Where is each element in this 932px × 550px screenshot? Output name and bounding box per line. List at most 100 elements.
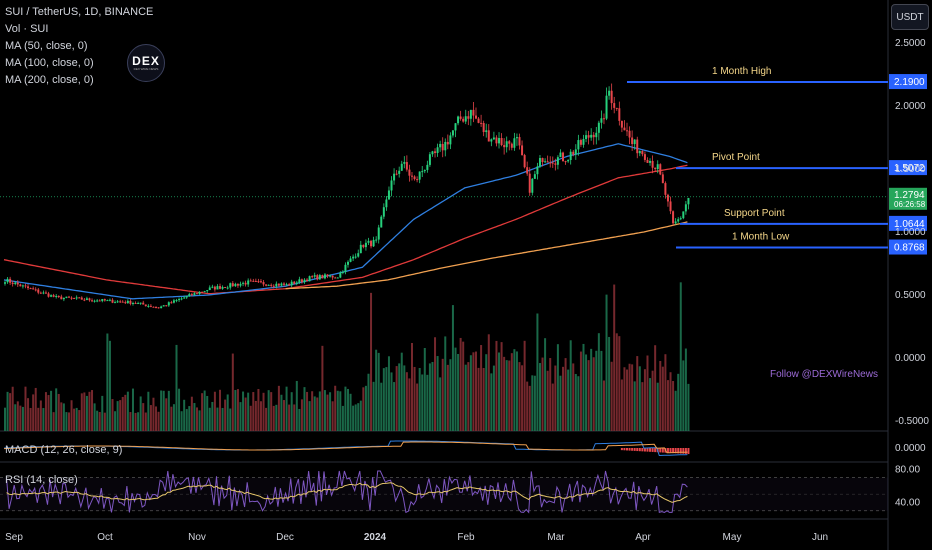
volume-bar: [101, 395, 104, 431]
volume-bar: [137, 412, 140, 431]
candle-body: [467, 116, 470, 119]
volume-bar: [357, 403, 360, 431]
candle-body: [149, 305, 152, 307]
price-tick: 2.0000: [895, 101, 926, 112]
volume-bar: [39, 400, 42, 431]
volume-bar: [421, 374, 424, 431]
volume-bar: [623, 367, 626, 431]
volume-bar: [538, 363, 541, 431]
candle-body: [551, 162, 554, 164]
volume-bar: [50, 390, 53, 431]
candle-body: [469, 109, 472, 119]
indicator-ma200[interactable]: MA (200, close, 0): [5, 74, 94, 86]
volume-bar: [569, 340, 572, 431]
candle-body: [526, 167, 529, 174]
volume-bar: [75, 407, 78, 431]
time-tick: Mar: [547, 532, 565, 543]
level-tag-text: 1.5072: [894, 163, 925, 174]
macd-histogram-bar: [623, 448, 626, 451]
volume-bar: [236, 389, 239, 431]
volume-bar: [390, 372, 393, 431]
volume-bar: [259, 401, 262, 431]
candle-body: [88, 298, 91, 301]
candle-body: [403, 162, 406, 164]
candle-body: [531, 178, 534, 193]
current-price-value: 1.2794: [894, 190, 925, 201]
volume-bar: [265, 407, 268, 431]
level-tag: [889, 239, 927, 255]
indicator-ma100[interactable]: MA (100, close, 0): [5, 57, 94, 69]
candle-body: [510, 143, 513, 148]
candle-body: [236, 283, 239, 286]
level-tag-text: 1.0644: [894, 219, 925, 230]
volume-bar: [226, 394, 229, 431]
volume-bar: [462, 341, 465, 431]
candle-body: [229, 283, 232, 288]
volume-bar: [65, 412, 68, 431]
candle-body: [249, 280, 252, 282]
volume-bar: [221, 407, 224, 431]
volume-bar: [91, 390, 94, 431]
volume-bar: [190, 396, 193, 431]
candle-body: [83, 299, 86, 301]
candle-body: [533, 174, 536, 179]
candle-body: [329, 275, 332, 277]
volume-bar: [172, 404, 175, 431]
candle-body: [155, 307, 158, 309]
candle-body: [408, 169, 411, 176]
volume-bar: [321, 345, 324, 431]
candle-body: [364, 242, 367, 248]
macd-histogram-bar: [677, 448, 680, 454]
volume-bar: [510, 353, 513, 431]
currency-button[interactable]: USDT: [891, 4, 929, 30]
volume-bar: [70, 400, 73, 431]
volume-bar: [47, 395, 50, 431]
volume-bar: [213, 391, 216, 431]
candle-body: [39, 292, 42, 294]
volume-bar: [285, 386, 288, 431]
candle-body: [27, 286, 30, 289]
candle-body: [654, 167, 657, 170]
candle-body: [477, 118, 480, 123]
volume-bar: [541, 357, 544, 431]
volume-bar: [198, 410, 201, 431]
candle-body: [195, 293, 198, 295]
volume-bar: [16, 401, 19, 431]
candle-body: [293, 281, 296, 284]
candle-body: [669, 201, 672, 212]
candle-body: [6, 278, 9, 283]
candle-body: [226, 287, 229, 289]
indicator-volume[interactable]: Vol · SUI: [5, 23, 49, 35]
candle-body: [518, 137, 521, 146]
volume-bar: [482, 368, 485, 431]
candle-body: [4, 282, 6, 284]
indicator-ma50[interactable]: MA (50, close, 0): [5, 40, 88, 52]
candle-body: [564, 161, 567, 163]
volume-bar: [208, 407, 211, 431]
volume-bar: [80, 393, 83, 431]
volume-bar: [377, 352, 380, 431]
candle-body: [474, 115, 477, 119]
candle-body: [400, 163, 403, 171]
volume-bar: [21, 406, 24, 431]
volume-bar: [436, 356, 439, 431]
volume-bar: [513, 349, 516, 431]
candle-body: [600, 118, 603, 123]
time-tick: Sep: [5, 532, 23, 543]
candle-body: [380, 216, 383, 228]
candle-body: [203, 291, 206, 293]
volume-bar: [385, 367, 388, 431]
candle-body: [595, 132, 598, 138]
candle-body: [480, 122, 483, 124]
candle-body: [521, 145, 524, 156]
candle-body: [70, 297, 73, 299]
candle-body: [370, 240, 373, 247]
candle-body: [331, 275, 334, 278]
macd-histogram-bar: [661, 448, 664, 453]
candle-body: [267, 284, 270, 286]
candle-body: [313, 275, 316, 277]
volume-bar: [85, 395, 88, 431]
volume-bar: [229, 408, 232, 431]
candle-body: [449, 135, 452, 145]
